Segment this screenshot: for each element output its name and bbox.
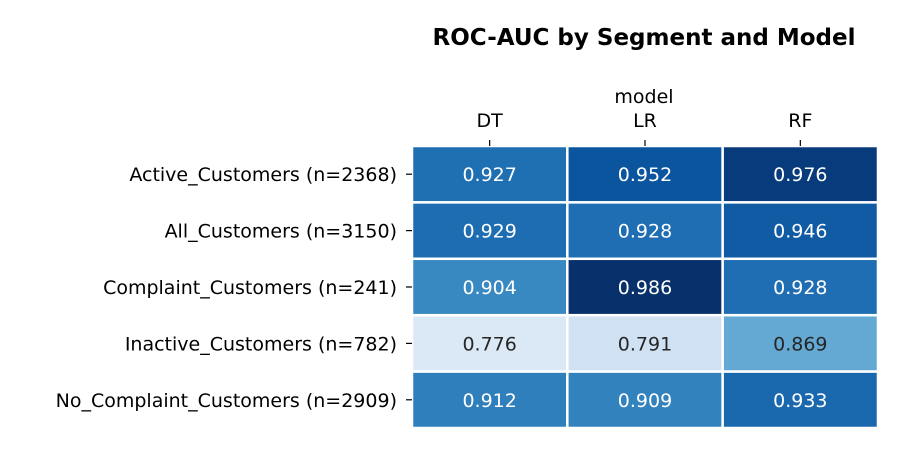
cell-value-label: 0.791 — [618, 333, 672, 355]
cell-value-label: 0.869 — [773, 333, 827, 355]
cell-value-label: 0.927 — [462, 164, 516, 186]
cell-value-label: 0.776 — [462, 333, 516, 355]
y-tick-label: All_Customers (n=3150) — [165, 221, 397, 243]
heatmap-cell — [566, 257, 724, 317]
x-tick-label: RF — [788, 110, 812, 132]
x-tick-label: LR — [633, 110, 657, 132]
cell-value-label: 0.912 — [462, 390, 516, 412]
cell-value-label: 0.909 — [618, 390, 672, 412]
chart-title: ROC-AUC by Segment and Model — [433, 25, 856, 51]
cell-value-label: 0.904 — [462, 277, 516, 299]
heatmap-cell — [566, 144, 724, 204]
x-axis-ticks: DT LR RF — [477, 110, 812, 146]
cell-value-label: 0.928 — [618, 221, 672, 243]
cell-value-label: 0.933 — [773, 390, 827, 412]
y-tick-label: Inactive_Customers (n=782) — [125, 333, 397, 355]
cell-value-label: 0.952 — [618, 164, 672, 186]
y-tick-label: Active_Customers (n=2368) — [129, 164, 397, 186]
cell-value-label: 0.986 — [618, 277, 672, 299]
heatmap-cell — [566, 370, 724, 430]
x-tick-label: DT — [477, 110, 504, 132]
cell-value-label: 0.946 — [773, 221, 827, 243]
y-tick-label: Complaint_Customers (n=241) — [103, 277, 397, 299]
y-tick-label: No_Complaint_Customers (n=2909) — [56, 390, 397, 412]
heatmap-cells: 0.927 0.952 0.976 0.929 0.928 0.946 0.904 0.986… — [410, 144, 880, 430]
cell-value-label: 0.928 — [773, 277, 827, 299]
x-axis-title: model — [614, 86, 673, 108]
heatmap-cell — [721, 313, 880, 373]
heatmap-cell — [410, 370, 569, 430]
cell-value-label: 0.976 — [773, 164, 827, 186]
y-axis-ticks: Active_Customers (n=2368) All_Customers (… — [56, 164, 412, 412]
cell-value-label: 0.929 — [462, 221, 516, 243]
heatmap-cell — [721, 201, 880, 261]
heatmap-cell — [721, 370, 880, 430]
